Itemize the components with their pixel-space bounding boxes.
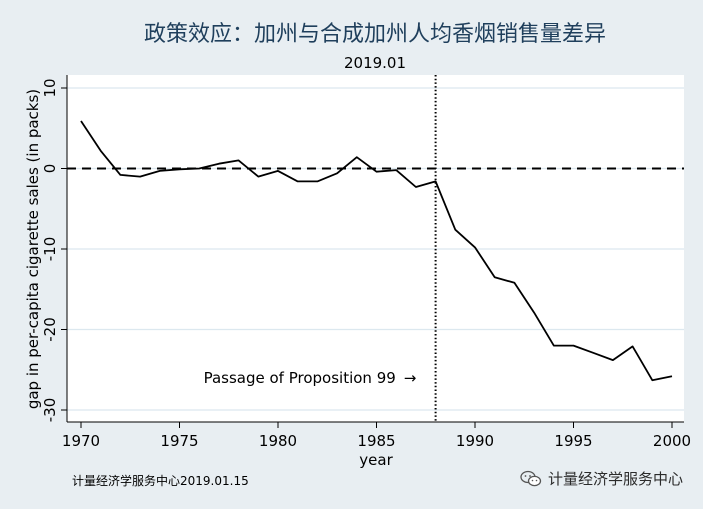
x-tick-label: 1980 (259, 432, 297, 450)
gap-series-line (80, 120, 673, 382)
chart-title: 政策效应：加州与合成加州人均香烟销售量差异 (144, 22, 606, 47)
series-layer (80, 120, 673, 382)
y-axis-title: gap in per-capita cigarette sales (in pa… (24, 89, 42, 409)
y-tick-label: -30 (41, 398, 59, 423)
x-tick-label: 2000 (653, 432, 691, 450)
watermark: 计量经济学服务中心 (520, 468, 683, 489)
x-tick-labels: 1970 1975 1980 1985 1990 1995 2000 (62, 432, 691, 450)
y-tick-label: -10 (41, 237, 59, 262)
x-tick-label: 1985 (357, 432, 395, 450)
x-axis-title: year (359, 451, 393, 469)
x-tick-label: 1990 (456, 432, 494, 450)
watermark-text: 计量经济学服务中心 (547, 470, 683, 488)
annotation-arrow: → (404, 369, 417, 387)
reference-lines (67, 75, 684, 422)
chart-subtitle: 2019.01 (344, 54, 406, 72)
x-tick-label: 1970 (62, 432, 100, 450)
y-tick-label: -20 (41, 317, 59, 342)
footer-note: 计量经济学服务中心2019.01.15 (72, 474, 249, 488)
x-tick-label: 1975 (160, 432, 198, 450)
y-tick-labels: 10 0 -10 -20 -30 (41, 78, 59, 422)
axes (61, 75, 684, 428)
y-tick-label: 0 (41, 164, 59, 174)
annotation-text: Passage of Proposition 99 (204, 369, 396, 387)
x-tick-label: 1995 (554, 432, 592, 450)
y-tick-label: 10 (41, 78, 59, 97)
wechat-icon (520, 470, 542, 486)
